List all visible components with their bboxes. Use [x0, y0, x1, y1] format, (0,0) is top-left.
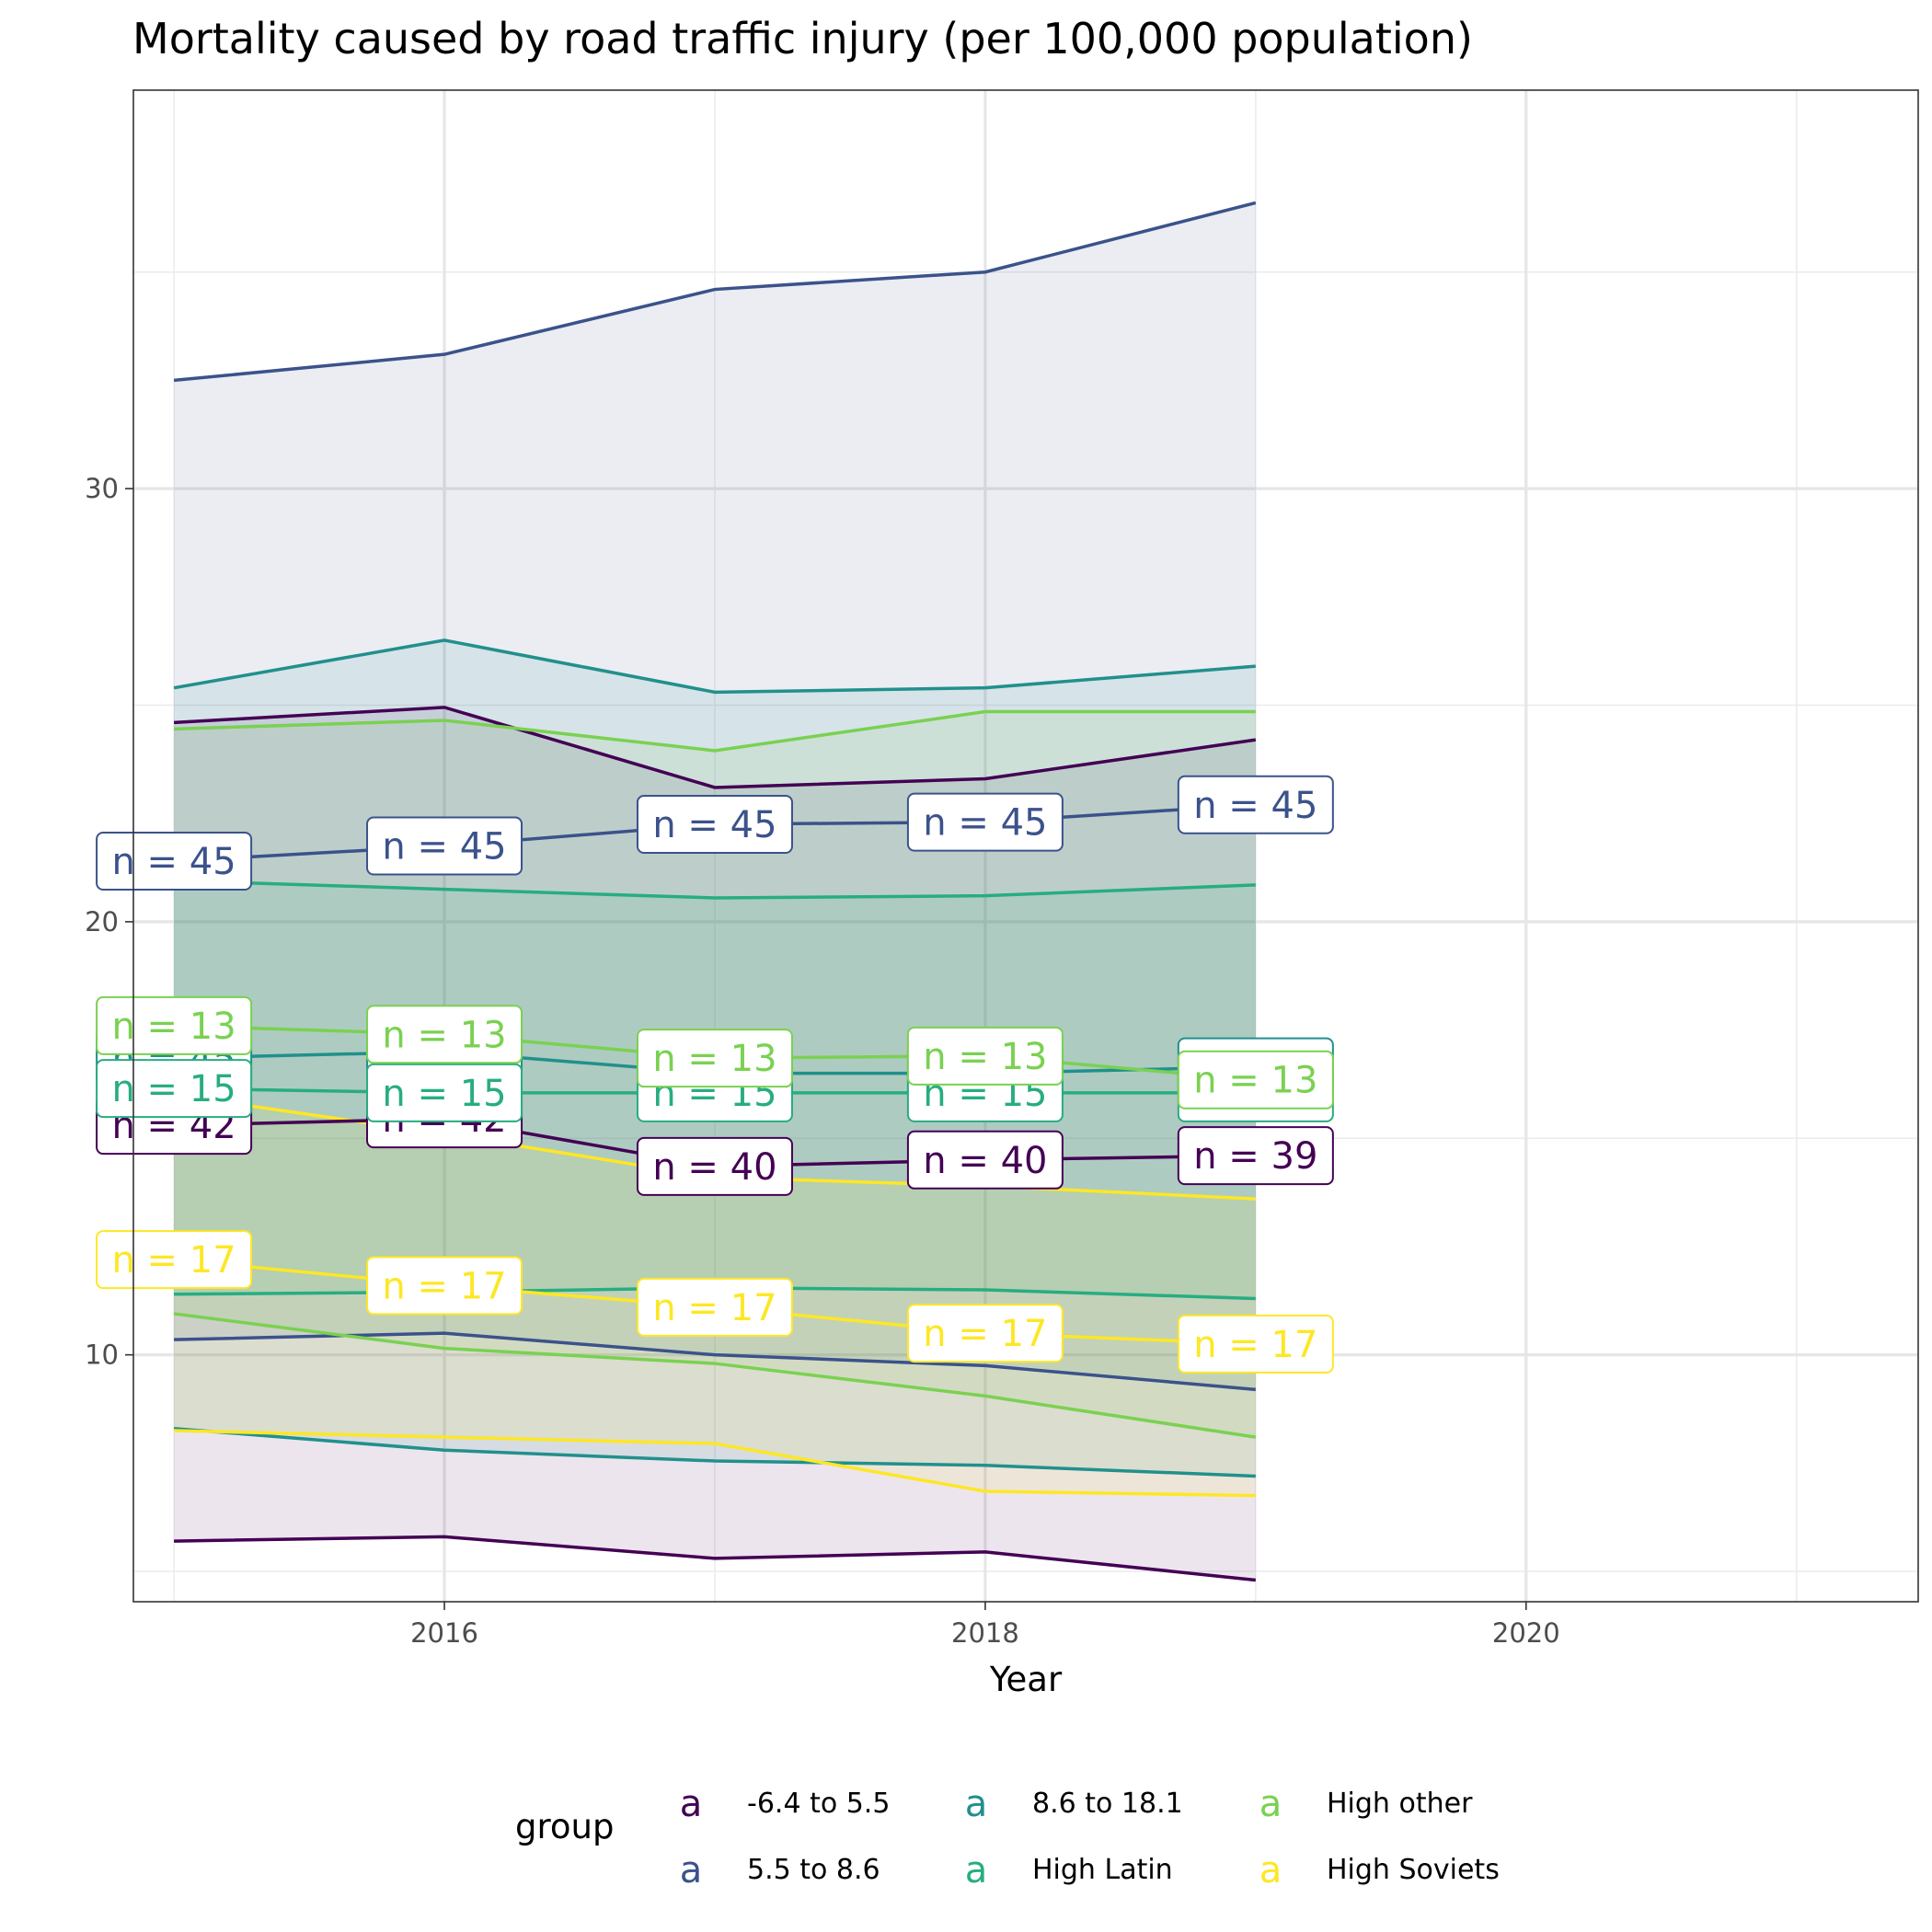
- n-label-box: [1177, 1126, 1334, 1186]
- x-axis-title: Year: [989, 1660, 1063, 1699]
- y-axis: 10 20 30: [85, 473, 133, 1371]
- n-label: n = 45: [1177, 775, 1334, 834]
- y-tick-label: 20: [85, 906, 119, 937]
- n-label-text: n = 13: [382, 1014, 506, 1056]
- upper-bound-line: [173, 706, 1257, 789]
- legend-label: High other: [1327, 1788, 1473, 1820]
- n-label: n = 39: [1177, 1126, 1334, 1186]
- n-label-box: [366, 1256, 523, 1316]
- y-tick-label: 10: [85, 1340, 119, 1371]
- n-label: n = 17: [1177, 1314, 1334, 1374]
- n-label-box: [636, 794, 793, 854]
- n-label-text: n = 17: [923, 1313, 1047, 1355]
- n-label: n = 13: [96, 995, 253, 1055]
- n-label-box: [96, 1230, 253, 1290]
- n-label-text: n = 13: [1193, 1060, 1317, 1102]
- n-label: n = 45: [906, 792, 1064, 852]
- legend-label: 8.6 to 18.1: [1032, 1788, 1183, 1820]
- n-label-text: n = 40: [923, 1140, 1047, 1182]
- n-label-box: [96, 995, 253, 1055]
- n-label: n = 45: [96, 831, 253, 891]
- n-label-box: [1177, 1050, 1334, 1110]
- n-label: n = 17: [636, 1277, 793, 1337]
- n-label-box: [636, 1277, 793, 1337]
- n-label-text: n = 45: [1193, 785, 1317, 827]
- n-label-box: [636, 1136, 793, 1196]
- n-label: n = 40: [906, 1130, 1064, 1190]
- upper-bound-line: [173, 638, 1256, 695]
- upper-bound-line: [174, 879, 1256, 900]
- chart-title: Mortality caused by road traffic injury …: [132, 14, 1473, 63]
- legend-label: -6.4 to 5.5: [747, 1788, 890, 1820]
- n-label-text: n = 40: [652, 1146, 776, 1189]
- n-label-box: [906, 1026, 1064, 1086]
- n-label-text: n = 17: [111, 1239, 236, 1282]
- n-label: n = 15: [366, 1063, 523, 1122]
- n-label-text: n = 45: [382, 826, 506, 868]
- n-label-text: n = 45: [652, 804, 776, 846]
- n-label: n = 17: [906, 1304, 1064, 1363]
- n-label-text: n = 13: [111, 1006, 236, 1048]
- plot-panel-border: [132, 89, 1919, 1603]
- n-label-text: n = 45: [111, 841, 236, 883]
- y-tick-label: 30: [85, 473, 119, 504]
- legend-key: a: [680, 1849, 703, 1892]
- n-label-box: [906, 1304, 1064, 1363]
- x-tick-label: 2018: [951, 1617, 1019, 1649]
- n-label: n = 45: [636, 794, 793, 854]
- x-tick-label: 2020: [1492, 1617, 1560, 1649]
- legend-title: group: [515, 1807, 614, 1846]
- upper-bound-line: [174, 709, 1256, 753]
- n-label: n = 40: [636, 1136, 793, 1196]
- n-label-box: [366, 816, 523, 876]
- x-tick-label: 2016: [410, 1617, 478, 1649]
- legend-items: a -6.4 to 5.5 a 8.6 to 18.1 a High other a 5.5 …: [680, 1783, 1500, 1892]
- n-label: n = 13: [636, 1029, 793, 1088]
- lower-bound-line: [173, 1426, 1256, 1478]
- n-label-box: [1177, 775, 1334, 834]
- legend-key: a: [965, 1849, 988, 1892]
- n-label-text: n = 17: [652, 1287, 776, 1329]
- n-label-text: n = 15: [382, 1073, 506, 1115]
- legend-key: a: [1259, 1849, 1282, 1892]
- bound-lines: [173, 201, 1257, 1582]
- x-axis: 2016 2018 2020: [410, 1602, 1560, 1649]
- n-label: n = 45: [366, 816, 523, 876]
- n-label-box: [636, 1029, 793, 1088]
- n-label-text: n = 45: [923, 802, 1047, 845]
- n-label-box: [906, 1130, 1064, 1190]
- n-label: n = 15: [96, 1059, 253, 1119]
- n-label-text: n = 15: [111, 1068, 236, 1110]
- n-label-box: [366, 1005, 523, 1064]
- n-label-text: n = 39: [1193, 1135, 1317, 1178]
- n-label-text: n = 13: [652, 1038, 776, 1080]
- n-label-box: [96, 831, 253, 891]
- n-label: n = 17: [96, 1230, 253, 1290]
- n-labels: n = 42n = 42n = 40n = 40n = 39n = 45n = …: [96, 775, 1334, 1374]
- n-label-box: [96, 1059, 253, 1119]
- n-label: n = 13: [906, 1026, 1064, 1086]
- n-label: n = 13: [366, 1005, 523, 1064]
- lower-bound-line: [174, 1429, 1256, 1498]
- lower-bound-line: [173, 1312, 1257, 1439]
- legend: group a -6.4 to 5.5 a 8.6 to 18.1 a High othe…: [515, 1783, 1500, 1892]
- n-label-text: n = 17: [1193, 1324, 1317, 1366]
- lower-bound-line: [174, 1535, 1257, 1582]
- legend-label: 5.5 to 8.6: [747, 1854, 880, 1886]
- legend-key: a: [1259, 1783, 1282, 1825]
- n-label-box: [906, 792, 1064, 852]
- upper-bound-line: [173, 201, 1257, 383]
- legend-label: High Latin: [1032, 1854, 1173, 1886]
- n-label-text: n = 17: [382, 1265, 506, 1307]
- legend-key: a: [680, 1783, 703, 1825]
- n-label: n = 17: [366, 1256, 523, 1316]
- n-label-box: [1177, 1314, 1334, 1374]
- n-label: n = 13: [1177, 1050, 1334, 1110]
- n-label-box: [366, 1063, 523, 1122]
- legend-key: a: [965, 1783, 988, 1825]
- legend-label: High Soviets: [1327, 1854, 1500, 1886]
- n-label-text: n = 13: [923, 1036, 1047, 1078]
